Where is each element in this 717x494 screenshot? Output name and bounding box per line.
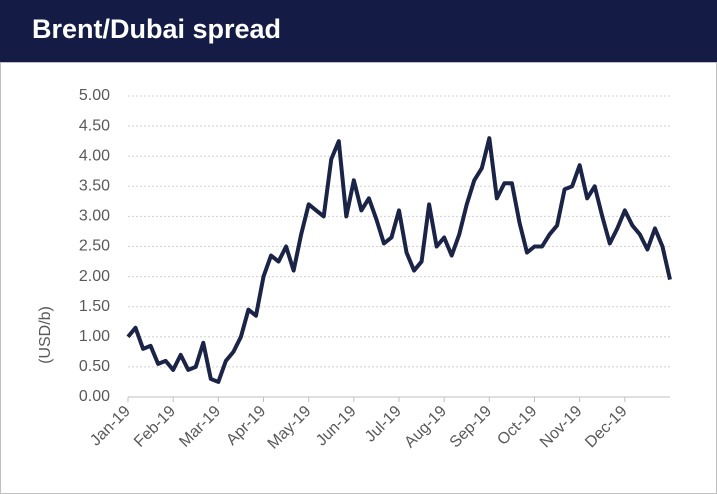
x-tick-label: Apr-19 [223, 403, 269, 449]
y-tick-label: 3.50 [79, 178, 110, 195]
chart: (USD/b) 0.00 0.50 1.00 1.50 2.00 2.50 3.00 3.50… [0, 62, 717, 494]
y-tick-label: 1.50 [79, 298, 110, 315]
y-tick-label: 3.00 [79, 208, 110, 225]
y-tick-label: 5.00 [79, 87, 110, 104]
y-tick-label: 1.00 [79, 328, 110, 345]
y-tick-label: 0.50 [79, 358, 110, 375]
header: Brent/Dubai spread [0, 0, 717, 62]
x-tick-label: Dec-19 [582, 403, 631, 452]
x-tick-label: Feb-19 [131, 403, 179, 451]
y-tick-label: 4.50 [79, 117, 110, 134]
x-tick-label: Jan-19 [87, 403, 134, 450]
y-tick-label: 2.00 [79, 268, 110, 285]
x-tick-label: Jul-19 [362, 403, 405, 446]
y-tick-label: 2.50 [79, 238, 110, 255]
x-tick-label: Mar-19 [176, 403, 224, 451]
x-tick-label: Sep-19 [447, 403, 496, 452]
y-tick-label: 4.00 [79, 147, 110, 164]
line-series [126, 136, 672, 384]
x-tick-label: May-19 [265, 403, 315, 453]
y-axis-label: (USD/b) [37, 306, 54, 364]
chart-title: Brent/Dubai spread [32, 14, 282, 44]
x-tick-label: Aug-19 [401, 403, 450, 452]
y-tick-label: 0.00 [79, 388, 110, 405]
x-tick-label: Oct-19 [494, 403, 540, 449]
x-tick-label: Nov-19 [537, 403, 586, 452]
x-tick-label: Jun-19 [313, 403, 360, 450]
